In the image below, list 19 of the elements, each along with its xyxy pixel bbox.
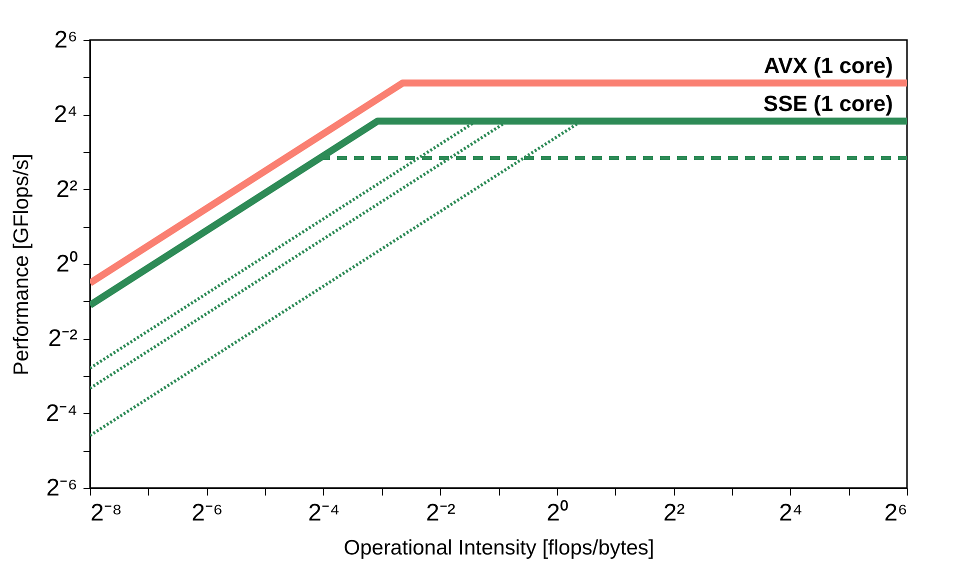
y-tick-label: 2⁻⁶ [46, 474, 78, 502]
y-tick-label: 2⁶ [54, 26, 78, 54]
x-tick-label: 2⁴ [778, 500, 803, 526]
y-tick-label: 2⁰ [56, 250, 78, 278]
x-tick-label: 2⁻⁶ [192, 500, 223, 526]
y-tick-label: 2⁻⁴ [46, 400, 78, 427]
y-tick-label: 2⁻² [48, 325, 78, 352]
x-tick-label: 2⁻² [426, 500, 456, 526]
x-tick-label: 2⁻⁴ [308, 500, 340, 526]
x-tick-label: 2⁰ [546, 500, 568, 526]
series-label: SSE (1 core) [763, 91, 893, 116]
series-label: AVX (1 core) [764, 53, 893, 78]
y-axis-title: Performance [GFlops/s] [10, 154, 33, 376]
x-tick-label: 2² [663, 500, 685, 526]
y-tick-label: 2⁴ [54, 101, 78, 128]
x-axis-title: Operational Intensity [flops/bytes] [344, 536, 654, 560]
x-tick-label: 2⁻⁸ [90, 500, 122, 526]
y-tick-label: 2² [56, 176, 78, 203]
x-tick-label: 2⁶ [884, 500, 908, 526]
